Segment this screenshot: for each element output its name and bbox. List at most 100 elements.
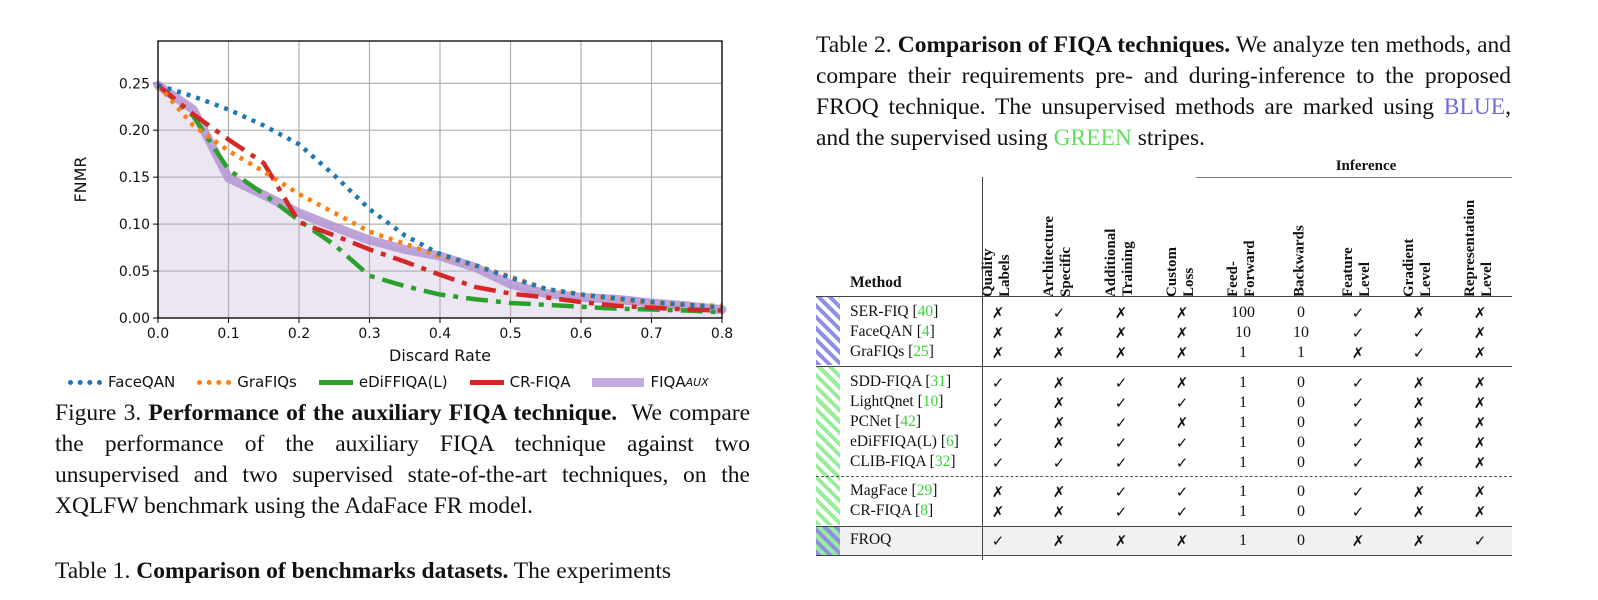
method-name: CR-FIQA [8] (850, 502, 934, 519)
legend-item: FIQA AUX (592, 373, 709, 391)
column-header-line: Loss (1181, 267, 1197, 297)
table-cell: 0 (1297, 483, 1305, 500)
cross-icon: ✗ (991, 483, 1005, 501)
column-header: Feature Level (1340, 183, 1373, 297)
column-header: Architecture Specific (1041, 183, 1074, 297)
legend-label-subscript: AUX (685, 375, 709, 389)
legend-label: FaceQAN (108, 373, 176, 391)
table-row: FaceQAN [4] ✗ ✗ ✗ ✗ 10 10 ✓ ✓ ✗ (816, 323, 1512, 343)
method-label: MagFace (850, 482, 908, 499)
cross-icon: ✗ (991, 304, 1005, 322)
citation-link[interactable]: 40 (917, 303, 934, 320)
cross-icon: ✗ (1175, 344, 1189, 362)
y-tick-label: 0.25 (119, 76, 150, 92)
table-cell: 0 (1297, 374, 1305, 391)
method-label: FaceQAN (850, 323, 913, 340)
cross-icon: ✗ (1473, 414, 1487, 432)
check-icon: ✓ (991, 454, 1005, 472)
y-tick-label: 0.20 (119, 123, 150, 139)
citation-link[interactable]: 6 (946, 433, 954, 450)
series-line-cr-fiqa (156, 83, 723, 313)
check-icon: ✓ (991, 532, 1005, 550)
cross-icon: ✗ (1412, 414, 1426, 432)
cross-icon: ✗ (1473, 394, 1487, 412)
column-header-label: Gradient Level (1401, 239, 1435, 297)
legend-label: eDiFFIQA(L) (358, 373, 448, 391)
column-header-line: Custom (1164, 246, 1180, 297)
method-label: SER-FIQ (850, 303, 909, 320)
table-cell: 1 (1239, 483, 1247, 500)
chart-legend: FaceQAN GraFIQs eDiFFIQA(L) CR-FIQA FIQA AUX (68, 371, 768, 393)
cross-icon: ✗ (991, 324, 1005, 342)
cross-icon: ✗ (1412, 394, 1426, 412)
unsupervised-stripe (816, 297, 840, 365)
table1-title: Comparison of benchmarks datasets. (136, 558, 509, 584)
legend-label: CR-FIQA (509, 373, 571, 391)
cross-icon: ✗ (1052, 374, 1066, 392)
figure3-title: Performance of the auxiliary FIQA techni… (148, 400, 618, 426)
check-icon: ✓ (1351, 503, 1365, 521)
table-cell: 100 (1231, 304, 1255, 321)
column-header-label: Custom Loss (1164, 247, 1198, 297)
x-axis-label: Discard Rate (389, 346, 491, 365)
legend-swatch (469, 379, 504, 385)
x-tick-label: 0.4 (429, 326, 451, 342)
citation-link[interactable]: 25 (913, 343, 929, 360)
fnmr-chart: 0.0 0.1 0.2 0.3 0.4 0.5 0.6 0.7 0.8 0.00 0.05 0.10 0… (71, 40, 733, 365)
cross-icon: ✗ (1052, 414, 1066, 432)
table-cell: 1 (1239, 434, 1247, 451)
table1-label: Table 1. (55, 558, 131, 584)
cross-icon: ✗ (1114, 344, 1128, 362)
legend-label: FIQA (650, 373, 686, 391)
cross-icon: ✗ (1412, 532, 1426, 550)
y-tick-label: 0.15 (119, 170, 150, 186)
cross-icon: ✗ (991, 503, 1005, 521)
citation-link[interactable]: 10 (922, 393, 939, 410)
cross-icon: ✗ (1473, 483, 1487, 501)
figure3-caption: Figure 3. Performance of the auxiliary F… (55, 398, 750, 522)
table-cell: 1 (1239, 532, 1247, 549)
table-cell: 1 (1239, 414, 1247, 431)
table-row: SDD-FIQA [31] ✓ ✗ ✓ ✗ 1 0 ✓ ✗ ✗ (816, 373, 1512, 393)
method-name: CLIB-FIQA [32] (850, 453, 956, 470)
column-header-line: Gradient (1401, 238, 1417, 297)
table-row: eDiFFIQA(L) [6] ✓ ✗ ✓ ✓ 1 0 ✓ ✗ ✗ (816, 433, 1512, 453)
citation-link[interactable]: 29 (916, 482, 933, 499)
header-rule (816, 296, 1512, 297)
table-cell: 10 (1293, 324, 1309, 341)
method-column-header: Method (850, 274, 902, 291)
cross-icon: ✗ (1052, 434, 1066, 452)
cross-icon: ✗ (1114, 532, 1128, 550)
table2-label: Table 2. (816, 32, 892, 58)
method-name: GraFIQs [25] (850, 343, 934, 360)
bottom-rule (816, 555, 1512, 556)
check-icon: ✓ (1473, 532, 1487, 550)
legend-swatch (318, 379, 353, 385)
x-tick-label: 0.8 (711, 326, 733, 342)
plot-frame (157, 40, 723, 319)
table2-title: Comparison of FIQA techniques. (897, 32, 1231, 58)
check-icon: ✓ (1175, 394, 1189, 412)
column-header-line: Training (1120, 241, 1136, 297)
table1-caption: Table 1. Comparison of benchmarks datase… (55, 556, 750, 587)
citation-link[interactable]: 32 (934, 453, 951, 470)
cross-icon: ✗ (1052, 532, 1066, 550)
check-icon: ✓ (1114, 394, 1128, 412)
check-icon: ✓ (1412, 324, 1426, 342)
citation-link[interactable]: 4 (921, 323, 930, 340)
table-cell: 1 (1239, 394, 1247, 411)
citation-link[interactable]: 31 (930, 373, 947, 390)
citation-link[interactable]: 42 (900, 413, 916, 430)
citation-link[interactable]: 8 (920, 502, 928, 519)
table-cell: 0 (1297, 454, 1305, 471)
method-label: eDiFFIQA(L) (850, 433, 937, 450)
check-icon: ✓ (1052, 304, 1066, 322)
column-header-label: Architecture Specific (1041, 216, 1075, 297)
column-header-label: Additional Training (1103, 229, 1137, 297)
column-header-line: Architecture (1041, 215, 1057, 297)
table-row: CR-FIQA [8] ✗ ✗ ✓ ✓ 1 0 ✓ ✗ ✗ (816, 502, 1512, 522)
table-cell: 1 (1239, 454, 1247, 471)
cross-icon: ✗ (1175, 414, 1189, 432)
table2-text-a: We analyze ten methods, and compare thei… (816, 32, 1512, 120)
table-cell: 1 (1297, 344, 1305, 361)
